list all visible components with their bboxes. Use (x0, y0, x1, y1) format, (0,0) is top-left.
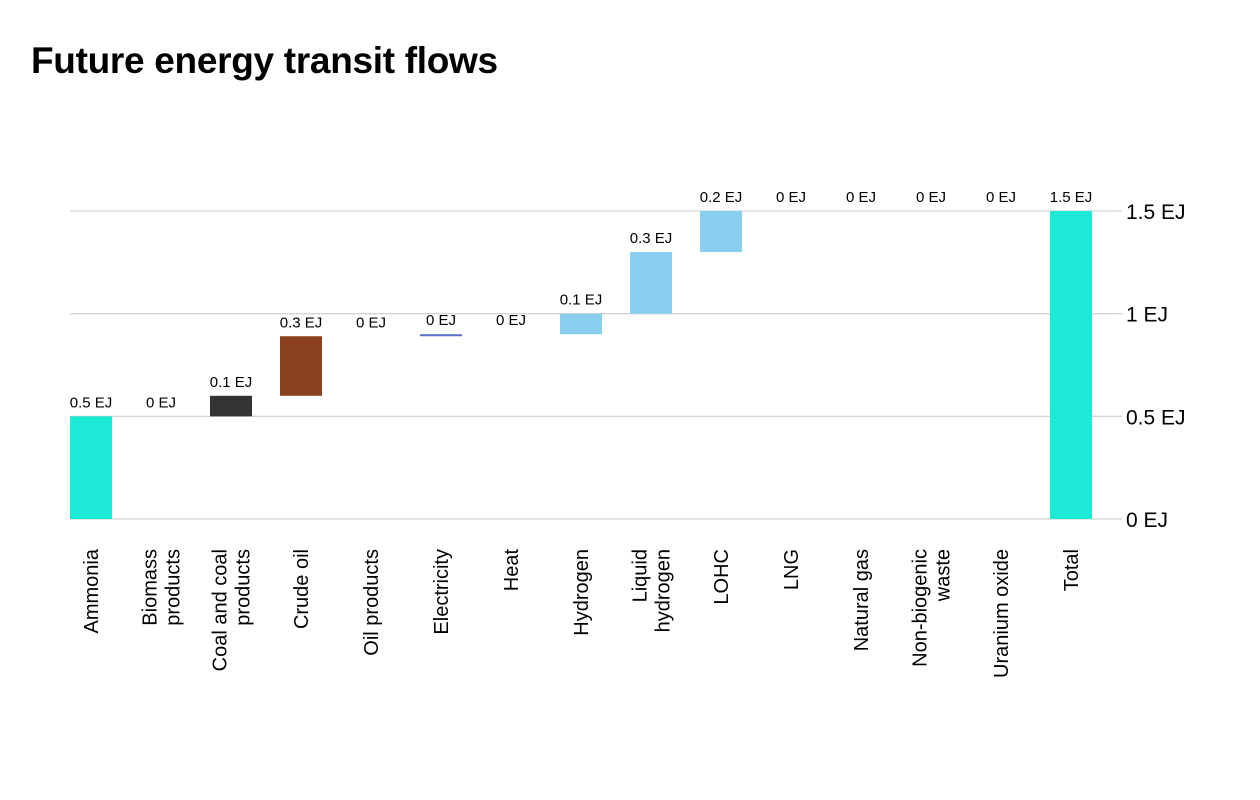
category-label-line: Biomass (140, 549, 162, 626)
category-label: LOHC (711, 549, 733, 605)
category-label-text: Uranium oxide (991, 549, 1013, 678)
bar (210, 395, 252, 417)
ytick-label: 1.5 EJ (1126, 201, 1186, 224)
category-label-line: LNG (781, 549, 803, 590)
value-label: 0 EJ (496, 312, 526, 329)
category-label-line: Non-biogenic (910, 549, 932, 667)
bar (560, 313, 602, 335)
category-label: Hydrogen (571, 549, 593, 636)
category-label-line: Ammonia (81, 548, 103, 633)
category-label: Electricity (431, 549, 453, 635)
value-label: 0.1 EJ (210, 374, 253, 391)
category-label: Ammonia (81, 548, 103, 633)
category-label-text: LNG (781, 549, 803, 590)
category-label-text: Oil products (361, 549, 383, 656)
category-label-line: Total (1061, 549, 1083, 591)
ytick-label: 1 EJ (1126, 304, 1168, 327)
value-label: 0 EJ (916, 189, 946, 206)
category-label-line: Heat (501, 549, 523, 592)
category-label: Heat (501, 549, 523, 592)
category-label: Non-biogenicwaste (910, 549, 955, 667)
chart-title: Future energy transit flows (31, 40, 498, 81)
ytick-label: 0.5 EJ (1126, 406, 1186, 429)
value-label: 0.3 EJ (630, 230, 673, 247)
category-label-text: Hydrogen (571, 549, 593, 636)
category-label-text: Total (1061, 549, 1083, 591)
value-label: 0 EJ (426, 312, 456, 329)
bar (700, 211, 742, 253)
y-axis-ticks: 0 EJ 0.5 EJ 1 EJ 1.5 EJ (1126, 201, 1186, 532)
category-label: Uranium oxide (991, 549, 1013, 678)
category-label-line: Oil products (361, 549, 383, 656)
bar (1050, 211, 1092, 519)
value-label: 0.1 EJ (560, 292, 603, 309)
category-label-line: waste (933, 549, 955, 602)
category-label-line: LOHC (711, 549, 733, 605)
category-label: Oil products (361, 549, 383, 656)
category-label-text: Non-biogenicwaste (910, 549, 955, 667)
category-label-line: Electricity (431, 549, 453, 635)
value-label: 0 EJ (776, 189, 806, 206)
gridlines (70, 210, 1122, 520)
category-label: Crude oil (291, 549, 313, 629)
bar (70, 416, 112, 519)
value-label: 1.5 EJ (1050, 189, 1093, 206)
category-label-text: Electricity (431, 549, 453, 635)
value-label: 0.5 EJ (70, 394, 113, 411)
category-label-line: hydrogen (653, 549, 675, 632)
category-label: Natural gas (851, 549, 873, 651)
category-label: Biomassproducts (140, 549, 185, 626)
value-labels: 0.5 EJ 0 EJ 0.1 EJ 0.3 EJ 0 EJ 0 EJ 0 EJ 0.1 EJ… (70, 189, 1093, 411)
value-label: 0.2 EJ (700, 189, 743, 206)
category-label-line: Crude oil (291, 549, 313, 629)
bar (630, 252, 672, 314)
ytick-label: 0 EJ (1126, 509, 1168, 532)
category-label-text: Biomassproducts (140, 549, 185, 626)
category-label-line: products (233, 549, 255, 626)
bar (420, 334, 462, 337)
category-label: Coal and coalproducts (210, 549, 255, 671)
category-label: Liquidhydrogen (630, 549, 675, 632)
category-label-text: Natural gas (851, 549, 873, 651)
category-label: LNG (781, 549, 803, 590)
category-label-line: Coal and coal (210, 549, 232, 671)
category-label-line: Hydrogen (571, 549, 593, 636)
value-label: 0 EJ (356, 314, 386, 331)
value-label: 0 EJ (146, 394, 176, 411)
category-label-text: LOHC (711, 549, 733, 605)
category-label: Total (1061, 549, 1083, 591)
x-axis-labels: Ammonia Biomassproducts Coal and coalprodu… (81, 548, 1083, 678)
category-label-text: Ammonia (81, 548, 103, 633)
category-label-line: Uranium oxide (991, 549, 1013, 678)
value-label: 0 EJ (986, 189, 1016, 206)
category-label-text: Liquidhydrogen (630, 549, 675, 632)
value-label: 0 EJ (846, 189, 876, 206)
category-label-line: Natural gas (851, 549, 873, 651)
bar (280, 336, 322, 396)
category-label-text: Heat (501, 549, 523, 592)
bars (70, 211, 1092, 519)
category-label-line: Liquid (630, 549, 652, 602)
category-label-text: Crude oil (291, 549, 313, 629)
value-label: 0.3 EJ (280, 314, 323, 331)
category-label-line: products (163, 549, 185, 626)
category-label-text: Coal and coalproducts (210, 549, 255, 671)
